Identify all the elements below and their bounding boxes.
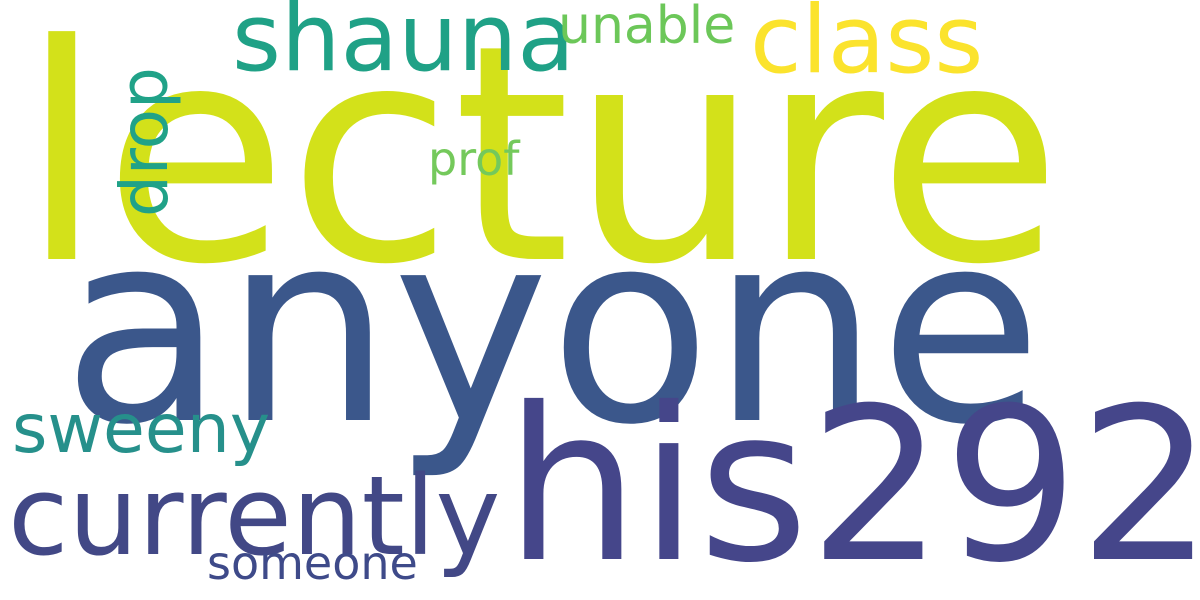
word-sweeny: sweeny [12,390,271,469]
word-unable: unable [558,0,736,56]
word-someone: someone [207,536,418,590]
word-shauna: shauna [232,0,575,93]
word-lecture: lecture [20,0,1062,330]
word-drop: drop [106,67,183,217]
word-his292: his292 [505,362,1200,600]
word-prof: prof [428,132,520,186]
word-class: class [750,0,984,95]
word-anyone: anyone [62,175,1043,483]
word-currently: currently [8,452,501,580]
